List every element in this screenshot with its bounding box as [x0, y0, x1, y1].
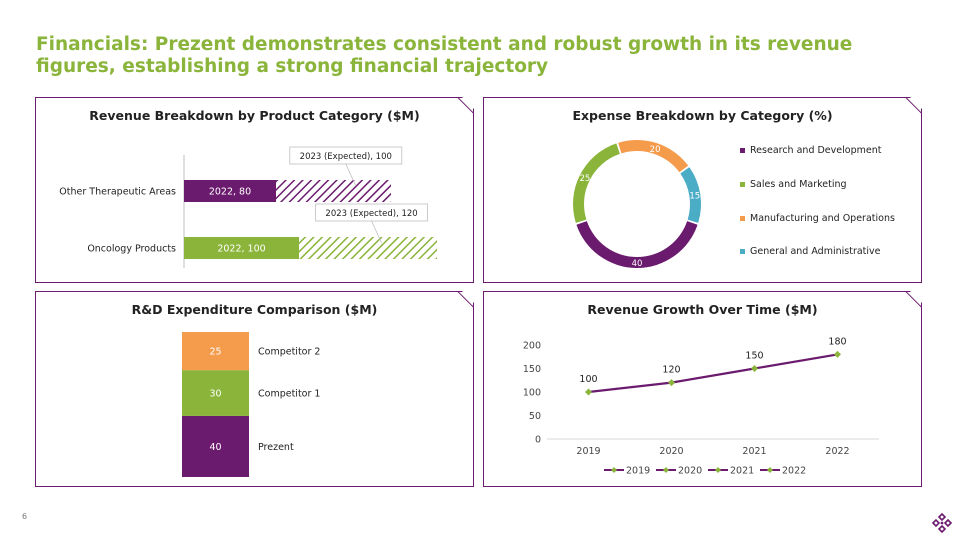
- donut-slice: [576, 221, 698, 268]
- segment-label: Competitor 2: [258, 347, 320, 358]
- revenue-growth-panel: Revenue Growth Over Time ($M) 0 50 100 150 2…: [483, 291, 922, 487]
- legend-label: Research and Development: [750, 145, 882, 156]
- rd-expenditure-panel: R&D Expenditure Comparison ($M) 40 Prezen…: [35, 291, 474, 487]
- legend-swatch: [740, 249, 745, 254]
- legend-label: 2020: [678, 466, 702, 477]
- rd-expenditure-chart: 40 Prezent 30 Competitor 1 25 Competitor 2: [182, 332, 320, 477]
- legend-item: General and Administrative: [740, 246, 881, 257]
- donut-slice: [573, 143, 620, 223]
- legend-label: 2019: [626, 466, 650, 477]
- legend-swatch: [740, 182, 745, 187]
- data-point: [585, 388, 592, 396]
- legend-marker: [767, 467, 773, 473]
- x-tick-label: 2021: [742, 446, 766, 457]
- data-point: [668, 379, 675, 387]
- page-number: 6: [22, 512, 28, 521]
- legend-label: Sales and Marketing: [750, 179, 847, 190]
- category-label: Other Therapeutic Areas: [59, 187, 176, 198]
- expense-breakdown-panel: Expense Breakdown by Category (%) 40 25 20…: [483, 97, 922, 283]
- callout-leader: [371, 220, 382, 244]
- y-tick-label: 100: [523, 388, 541, 399]
- stack-segment: [182, 332, 249, 371]
- x-tick-label: 2022: [825, 446, 849, 457]
- expense-breakdown-chart: 40 25 20 15: [573, 140, 701, 269]
- y-tick-label: 0: [535, 435, 541, 446]
- legend-marker: [663, 467, 669, 473]
- legend-label: General and Administrative: [750, 246, 881, 257]
- legend-label: 2022: [782, 466, 806, 477]
- donut-slice: [680, 167, 701, 223]
- revenue-breakdown-panel: Revenue Breakdown by Product Category ($…: [35, 97, 474, 283]
- segment-value: 30: [209, 389, 221, 400]
- legend-item: Sales and Marketing: [740, 179, 847, 190]
- x-tick-label: 2019: [576, 446, 600, 457]
- legend-label: Manufacturing and Operations: [750, 213, 895, 224]
- legend-item: Research and Development: [740, 145, 881, 156]
- data-point: [834, 350, 841, 358]
- data-label: 180: [828, 336, 846, 347]
- callout-leader: [345, 163, 357, 187]
- revenue-growth-title: Revenue Growth Over Time ($M): [587, 302, 818, 317]
- bar-2022: [184, 180, 276, 202]
- donut-slice: [618, 140, 689, 173]
- revenue-breakdown-chart: Other Therapeutic Areas 2022, 80 2023 (Exp…: [59, 146, 437, 268]
- bar-2023-expected: [299, 237, 437, 259]
- page-title: Financials: Prezent demonstrates consist…: [36, 34, 853, 77]
- slice-label: 15: [689, 191, 700, 201]
- y-tick-label: 200: [523, 341, 541, 352]
- category-label: Oncology Products: [87, 244, 176, 255]
- bar-label-2023-expected: 2023 (Expected), 100: [300, 152, 392, 162]
- y-tick-label: 50: [529, 411, 541, 422]
- segment-label: Prezent: [258, 442, 294, 453]
- legend-swatch: [740, 216, 745, 221]
- legend-marker: [611, 467, 617, 473]
- revenue-growth-chart: 0 50 100 150 200 2019 2020 2021 2022 100 120 150 180…: [523, 336, 879, 477]
- x-tick-label: 2020: [659, 446, 683, 457]
- segment-value: 25: [209, 347, 221, 358]
- y-tick-label: 150: [523, 364, 541, 375]
- segment-value: 40: [209, 442, 221, 453]
- data-label: 150: [745, 351, 763, 362]
- data-point: [751, 365, 758, 372]
- bar-2023-expected: [276, 180, 391, 202]
- bar-label-2022: 2022, 100: [217, 244, 265, 255]
- data-label: 120: [662, 365, 680, 376]
- revenue-breakdown-title: Revenue Breakdown by Product Category ($…: [89, 108, 420, 123]
- expense-breakdown-title: Expense Breakdown by Category (%): [572, 108, 833, 123]
- segment-label: Competitor 1: [258, 389, 320, 400]
- flower-logo-icon: [931, 512, 953, 534]
- stack-segment: [182, 415, 249, 477]
- revenue-line: [588, 353, 838, 394]
- legend-marker: [715, 467, 721, 473]
- rd-expenditure-title: R&D Expenditure Comparison ($M): [131, 302, 378, 317]
- slice-label: 20: [650, 145, 661, 155]
- legend-label: 2021: [730, 466, 754, 477]
- legend-swatch: [740, 148, 745, 153]
- legend-item: Manufacturing and Operations: [740, 213, 895, 224]
- bar-label-2022: 2022, 80: [209, 187, 251, 198]
- slice-label: 40: [632, 259, 643, 269]
- stack-segment: [182, 370, 249, 416]
- bar-2022: [184, 237, 299, 259]
- slice-label: 25: [579, 174, 590, 184]
- bar-label-2023-expected: 2023 (Expected), 120: [325, 209, 417, 219]
- data-label: 100: [579, 374, 597, 385]
